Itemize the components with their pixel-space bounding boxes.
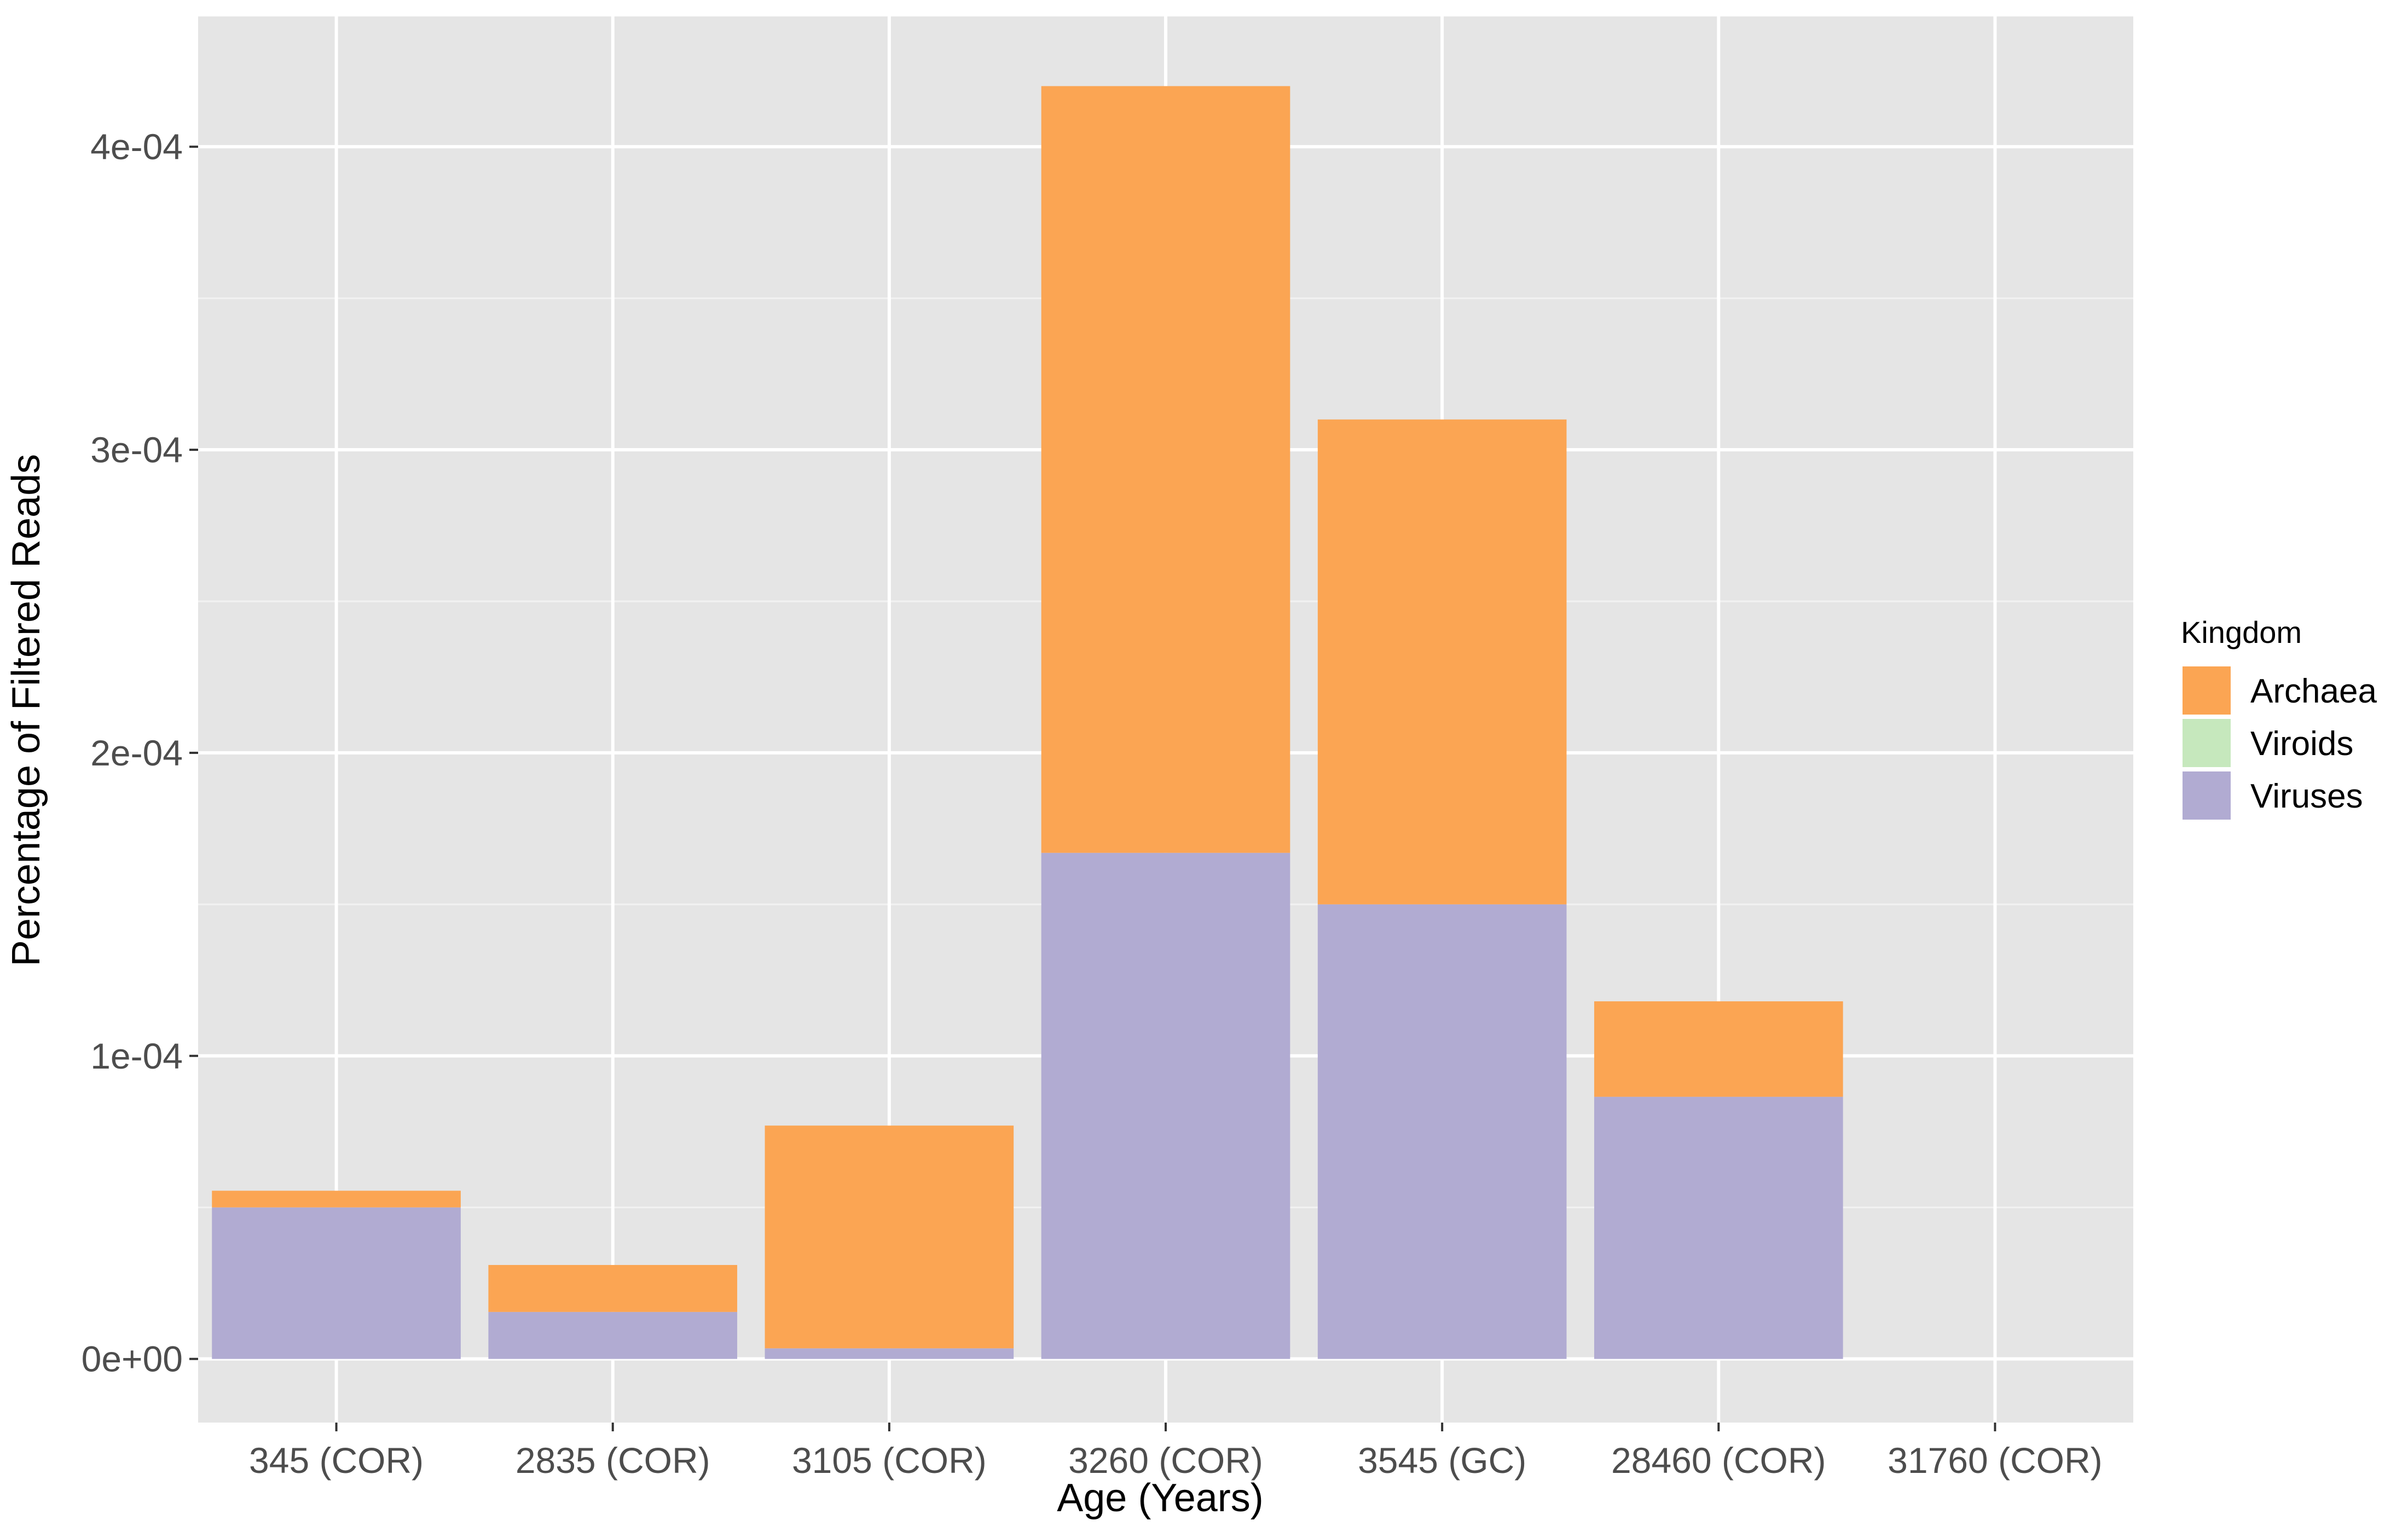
bar-archaea bbox=[488, 1264, 738, 1312]
x-axis-title: Age (Years) bbox=[1057, 1476, 1264, 1520]
bar-archaea bbox=[765, 1125, 1014, 1349]
bar-viruses bbox=[1594, 1096, 1843, 1359]
x-axis-ticks: 345 (COR) 2835 (COR) 3105 (COR) 3260 (COR) 3… bbox=[249, 1423, 2103, 1481]
x-tick-label: 2835 (COR) bbox=[516, 1440, 710, 1481]
y-tick-label: 4e-04 bbox=[90, 126, 183, 167]
legend-key-viruses bbox=[2183, 771, 2231, 820]
legend-label-archaea: Archaea bbox=[2250, 672, 2377, 710]
x-tick-label: 3260 (COR) bbox=[1068, 1440, 1263, 1481]
bar-viruses bbox=[488, 1312, 738, 1359]
legend-items: Archaea Viroids Viruses bbox=[2183, 666, 2377, 820]
x-tick-label: 3105 (COR) bbox=[792, 1440, 987, 1481]
bar-archaea bbox=[1041, 86, 1290, 853]
bar-viruses bbox=[1041, 852, 1290, 1359]
x-tick-label: 28460 (COR) bbox=[1611, 1440, 1826, 1481]
y-tick-label: 2e-04 bbox=[90, 733, 183, 773]
legend: Kingdom Archaea Viroids Viruses bbox=[2181, 615, 2377, 820]
y-tick-label: 1e-04 bbox=[90, 1036, 183, 1076]
y-tick-label: 0e+00 bbox=[82, 1339, 183, 1379]
bar-viruses bbox=[212, 1207, 461, 1359]
bar-viruses bbox=[1317, 904, 1567, 1359]
legend-key-viroids bbox=[2183, 719, 2231, 767]
bar-archaea bbox=[1594, 1001, 1843, 1097]
legend-label-viruses: Viruses bbox=[2250, 777, 2363, 815]
x-tick-label: 3545 (GC) bbox=[1358, 1440, 1526, 1481]
legend-key-archaea bbox=[2183, 666, 2231, 715]
y-axis-ticks: 0e+00 1e-04 2e-04 3e-04 4e-04 bbox=[82, 126, 198, 1379]
legend-title: Kingdom bbox=[2181, 615, 2302, 649]
y-axis-title: Percentage of Filtered Reads bbox=[4, 454, 48, 967]
bars bbox=[212, 86, 1843, 1359]
x-tick-label: 31760 (COR) bbox=[1888, 1440, 2103, 1481]
bar-archaea bbox=[1317, 419, 1567, 904]
bar-viruses bbox=[765, 1348, 1014, 1359]
x-tick-label: 345 (COR) bbox=[249, 1440, 424, 1481]
bar-archaea bbox=[212, 1191, 461, 1208]
y-tick-label: 3e-04 bbox=[90, 430, 183, 470]
legend-label-viroids: Viroids bbox=[2250, 725, 2353, 763]
